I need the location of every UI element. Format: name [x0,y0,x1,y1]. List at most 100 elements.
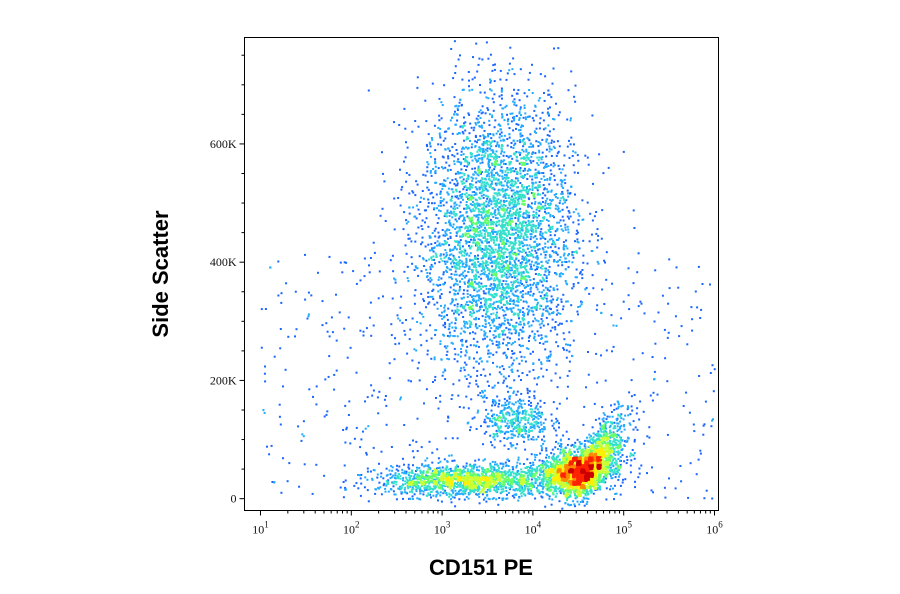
event-dot [423,486,426,489]
event-dot [478,213,481,216]
event-dot [442,271,445,274]
event-dot [456,152,459,155]
event-dot [629,455,632,458]
event-dot [475,177,478,180]
event-dot [499,214,501,216]
event-dot [599,488,602,491]
event-dot [431,461,434,464]
event-dot [544,210,546,213]
event-dot [583,497,586,500]
event-dot [467,174,470,177]
event-dot [506,319,509,322]
event-dot [454,245,456,248]
event-dot [490,149,493,152]
event-dot [438,235,441,238]
event-dot [506,144,509,147]
event-dot [526,244,529,247]
event-dot [585,503,588,505]
event-dot [565,282,568,285]
event-dot [448,254,451,257]
event-dot [303,463,306,466]
event-dot [433,358,436,361]
event-dot [591,274,594,277]
event-dot [446,191,449,194]
event-dot [556,309,559,312]
event-dot [478,209,481,212]
event-dot [668,477,670,480]
event-dot [536,479,539,482]
event-dot [477,157,480,160]
event-dot [515,212,518,215]
event-dot [443,306,446,309]
event-dot [612,465,615,468]
event-dot [435,283,438,286]
event-dot [449,498,452,501]
event-dot [488,204,491,207]
event-dot [473,281,476,284]
event-dot [422,490,425,493]
event-dot [531,306,534,309]
event-dot [474,273,477,276]
event-dot [518,411,521,414]
event-dot [478,138,481,141]
event-dot [459,176,462,179]
event-dot [477,299,480,302]
event-dot [514,239,517,242]
event-dot [610,466,612,469]
event-dot [501,218,504,221]
event-dot [529,279,532,282]
event-dot [591,426,594,429]
event-dot [485,175,488,178]
event-dot [519,328,522,331]
event-dot [525,238,528,241]
event-dot [536,412,539,415]
event-dot [519,106,522,109]
event-dot [537,141,540,143]
event-dot [507,328,510,331]
event-dot [564,174,567,177]
event-dot [378,270,381,273]
event-dot [512,342,515,345]
event-dot [451,394,454,397]
event-dot [392,485,395,488]
event-dot [612,487,614,490]
event-dot [430,137,433,139]
event-dot [344,488,347,491]
event-dot [425,339,428,342]
event-dot [263,372,266,375]
event-dot [429,170,432,172]
event-dot [481,272,484,275]
event-dot [637,252,640,255]
event-dot [541,490,544,493]
event-dot [523,92,526,95]
event-dot [501,223,504,226]
event-dot [461,254,464,257]
event-dot [474,198,477,201]
event-dot [434,235,437,238]
event-dot [541,138,544,141]
event-dot [304,253,306,256]
event-dot [490,172,493,175]
event-dot [360,438,363,441]
event-dot [632,454,635,457]
event-dot [554,446,557,449]
event-dot [417,125,420,128]
event-dot [542,184,545,186]
event-dot [535,438,538,441]
event-dot [435,397,437,399]
event-dot [456,437,459,440]
event-dot [628,391,631,394]
event-dot [411,486,414,489]
event-dot [561,273,564,276]
event-dot [698,375,701,377]
event-dot [456,335,459,338]
event-dot [513,300,516,303]
event-dot [466,289,469,292]
event-dot [450,262,452,265]
event-dot [523,440,525,443]
event-dot [444,222,447,224]
event-dot [566,215,569,218]
event-dot [548,114,550,117]
event-dot [507,427,509,430]
event-dot [486,308,489,311]
